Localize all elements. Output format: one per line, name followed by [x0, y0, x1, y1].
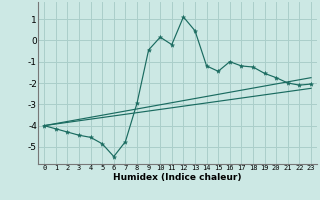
- X-axis label: Humidex (Indice chaleur): Humidex (Indice chaleur): [113, 173, 242, 182]
